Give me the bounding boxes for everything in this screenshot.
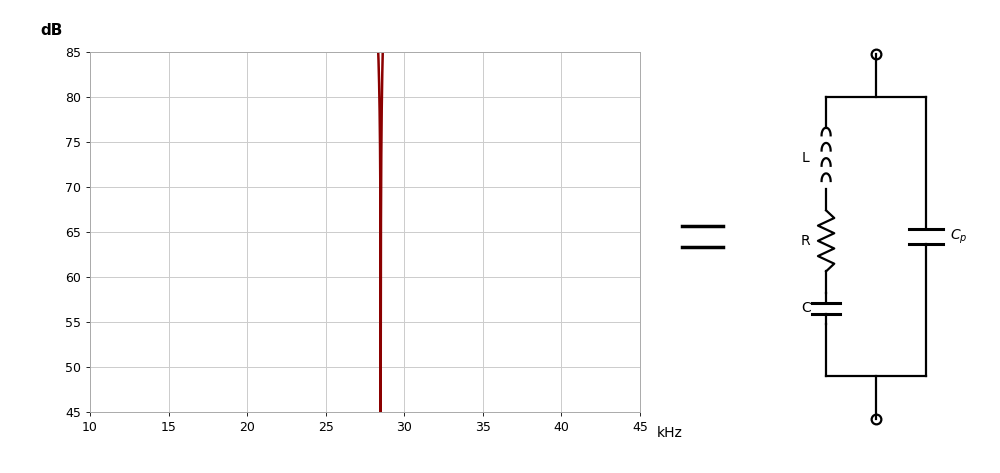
Text: kHz: kHz [656,426,682,440]
Text: dB: dB [40,23,63,38]
Text: L: L [802,151,810,165]
Text: R: R [801,234,811,248]
Text: $C_p$: $C_p$ [950,228,967,245]
Text: C: C [801,301,811,315]
